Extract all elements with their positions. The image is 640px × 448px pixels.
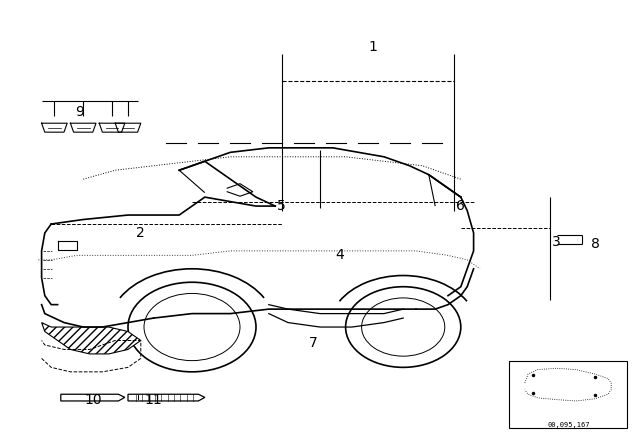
Text: 00,095,167: 00,095,167 [547,422,589,428]
Text: 3: 3 [552,235,561,249]
Polygon shape [128,394,205,401]
Text: 9: 9 [76,105,84,119]
Polygon shape [42,323,141,354]
Text: 8: 8 [591,237,600,251]
Text: 4: 4 [335,248,344,263]
Text: 1: 1 [368,40,377,54]
Text: 10: 10 [84,392,102,407]
Text: 2: 2 [136,226,145,240]
Text: 5: 5 [277,199,286,213]
Text: 6: 6 [456,199,465,213]
Text: 11: 11 [145,392,163,407]
Text: 7: 7 [309,336,318,350]
Polygon shape [61,394,125,401]
